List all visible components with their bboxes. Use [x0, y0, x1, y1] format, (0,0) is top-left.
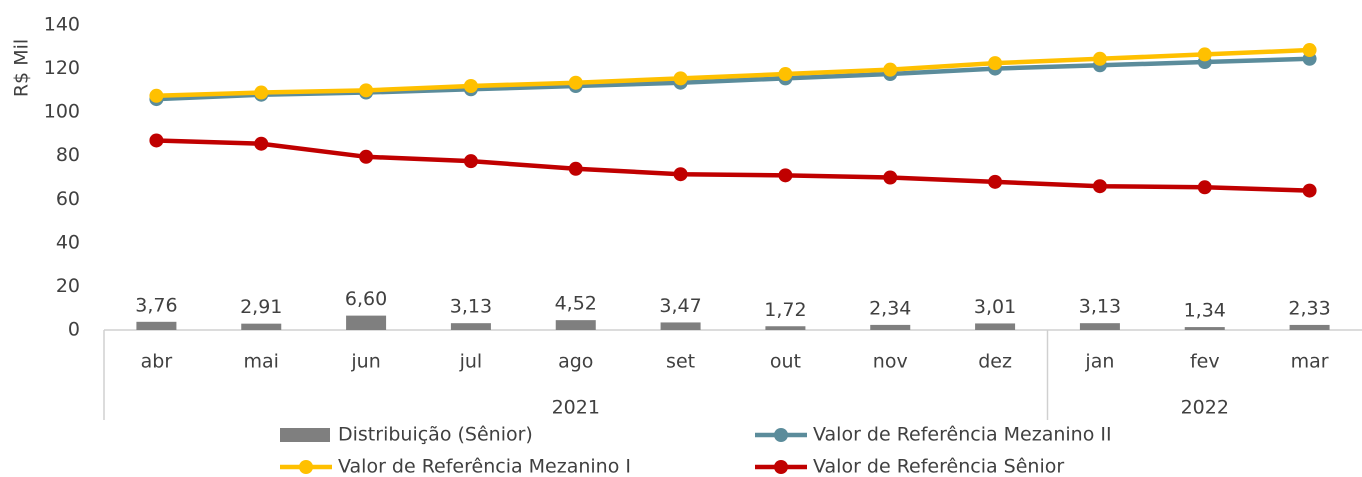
line-marker — [359, 149, 374, 164]
line-marker — [883, 170, 898, 185]
legend-label: Valor de Referência Mezanino II — [813, 424, 1112, 446]
x-tick-label: jan — [1084, 351, 1114, 373]
line-marker — [1302, 43, 1317, 58]
x-tick-label: out — [770, 351, 801, 373]
bar-value-label: 3,76 — [135, 294, 177, 316]
y-tick-label: 80 — [56, 144, 80, 166]
y-tick-label: 0 — [68, 319, 80, 341]
bar-value-label: 2,33 — [1288, 297, 1330, 319]
bar-value-label: 6,60 — [345, 288, 387, 310]
bar — [1079, 323, 1120, 330]
bar-value-label: 4,52 — [555, 293, 597, 315]
bar-value-label: 3,47 — [659, 295, 701, 317]
bar-value-label: 2,91 — [240, 296, 282, 318]
line-marker — [568, 75, 583, 90]
y-axis-label: R$ Mil — [11, 39, 33, 97]
y-tick-label: 40 — [56, 231, 80, 253]
line — [156, 47, 1310, 99]
legend-swatch — [774, 428, 788, 442]
bar — [241, 323, 282, 330]
x-tick-label: nov — [873, 351, 908, 373]
y-tick-label: 60 — [56, 188, 80, 210]
x-tick-label: jun — [350, 351, 380, 373]
x-tick-label: set — [666, 351, 695, 373]
x-group-label: 2021 — [552, 397, 600, 419]
y-tick-label: 20 — [56, 275, 80, 297]
x-tick-label: jul — [459, 351, 483, 373]
bar-value-label: 3,01 — [974, 296, 1016, 318]
bar-value-label: 2,34 — [869, 297, 911, 319]
x-tick-label: mai — [244, 351, 279, 373]
bar — [450, 323, 491, 330]
bar-value-label: 1,72 — [764, 299, 806, 321]
y-tick-label: 140 — [44, 14, 80, 36]
line-marker — [568, 161, 583, 176]
bar-value-label: 1,34 — [1184, 300, 1226, 322]
line-marker — [1092, 179, 1107, 194]
bar — [765, 326, 806, 330]
line-marker — [673, 71, 688, 86]
legend-swatch — [280, 428, 330, 442]
bar — [975, 323, 1016, 330]
line-marker — [883, 62, 898, 77]
bar — [555, 320, 596, 330]
legend-swatch — [774, 460, 788, 474]
x-tick-label: abr — [141, 351, 173, 373]
bar — [1289, 324, 1330, 330]
line-marker — [673, 167, 688, 182]
line-marker — [463, 79, 478, 93]
bar — [136, 321, 177, 330]
bar-value-label: 3,13 — [450, 296, 492, 318]
y-tick-label: 120 — [44, 57, 80, 79]
legend-label: Valor de Referência Sênior — [813, 456, 1064, 477]
bar — [660, 322, 701, 330]
line-marker — [463, 154, 478, 169]
bar — [346, 315, 387, 330]
bar-value-label: 3,13 — [1079, 296, 1121, 318]
line-marker — [1197, 180, 1212, 195]
legend-swatch — [299, 460, 313, 474]
bar — [1184, 327, 1225, 330]
line-marker — [988, 56, 1003, 71]
y-tick-label: 100 — [44, 101, 80, 123]
line-marker — [149, 88, 164, 103]
line-marker — [778, 67, 793, 82]
line-marker — [254, 85, 269, 100]
legend-label: Valor de Referência Mezanino I — [338, 456, 631, 477]
legend-label: Distribuição (Sênior) — [338, 424, 533, 446]
x-tick-label: mar — [1291, 351, 1329, 373]
x-tick-label: ago — [558, 351, 593, 373]
line-marker — [1302, 183, 1317, 198]
line-marker — [254, 136, 269, 151]
line-marker — [359, 83, 374, 98]
line-marker — [1092, 51, 1107, 66]
line-marker — [778, 168, 793, 183]
x-tick-label: dez — [978, 351, 1012, 373]
line — [156, 138, 1310, 193]
line-marker — [149, 133, 164, 148]
line-marker — [988, 174, 1003, 189]
x-group-label: 2022 — [1181, 397, 1229, 419]
x-tick-label: fev — [1190, 351, 1220, 373]
bar — [870, 324, 911, 330]
line-marker — [1197, 47, 1212, 62]
